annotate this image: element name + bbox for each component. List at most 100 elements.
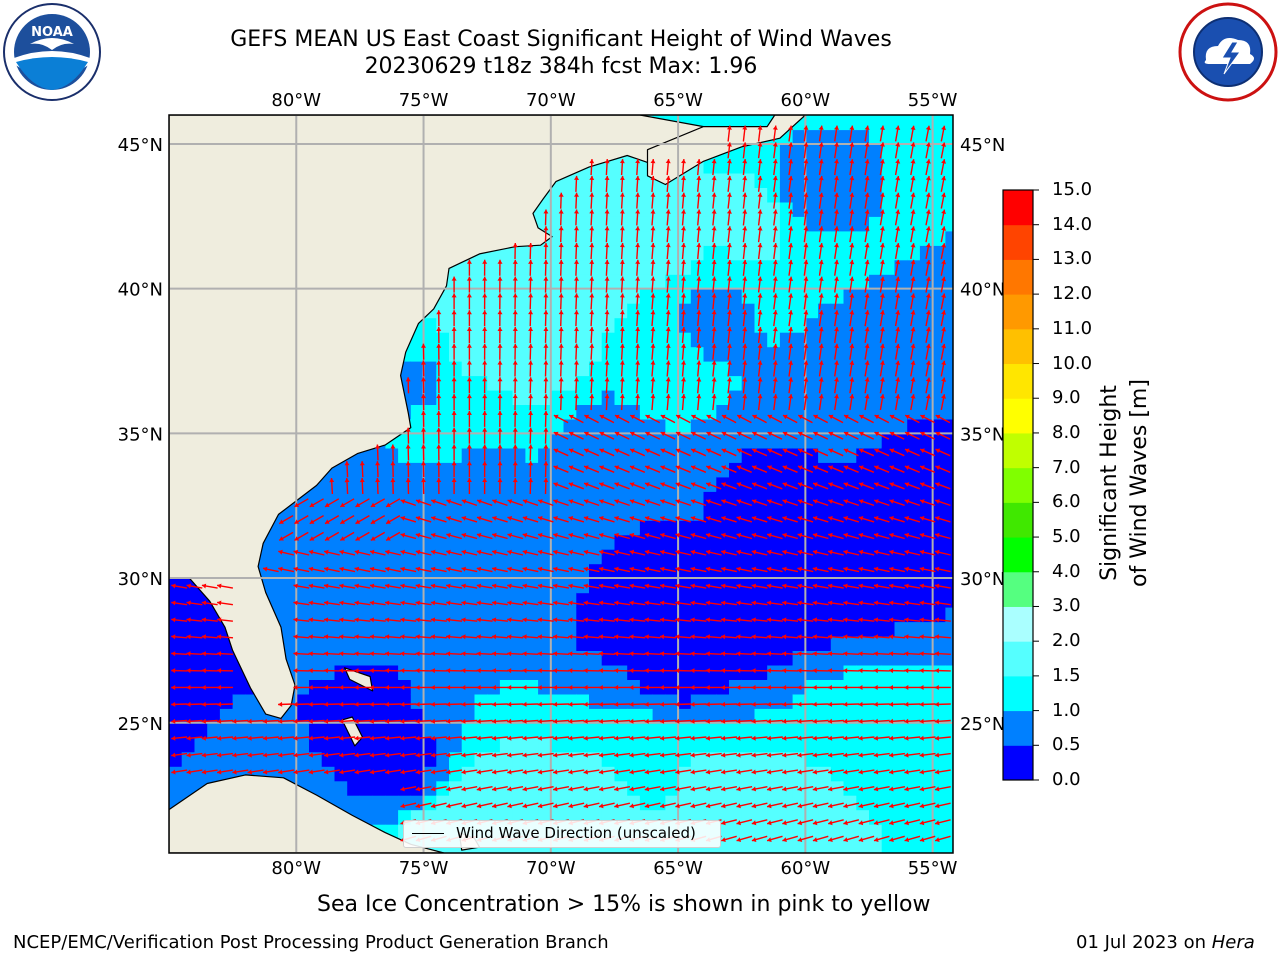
wave-height-cell — [869, 534, 883, 550]
wave-height-cell — [703, 737, 717, 753]
wave-height-cell — [474, 476, 488, 492]
wave-height-cell — [614, 158, 628, 174]
wave-height-cell — [805, 578, 819, 594]
wave-height-cell — [283, 505, 297, 521]
wave-height-cell — [563, 795, 577, 811]
wave-height-cell — [487, 693, 501, 709]
wave-height-cell — [729, 722, 743, 738]
wave-height-cell — [830, 520, 845, 536]
wave-height-cell — [487, 766, 501, 782]
wave-height-cell — [207, 722, 221, 738]
wave-height-cell — [945, 549, 953, 565]
wave-height-cell — [461, 332, 475, 348]
wave-height-cell — [627, 780, 641, 796]
wave-height-cell — [410, 621, 425, 637]
wave-height-cell — [869, 505, 883, 521]
wave-height-cell — [754, 664, 768, 680]
wave-height-cell — [741, 520, 755, 536]
wave-height-cell — [194, 664, 208, 680]
wave-height-cell — [652, 766, 666, 782]
wave-height-cell — [894, 447, 908, 463]
wave-height-cell — [767, 838, 781, 853]
wave-height-cell — [449, 737, 463, 753]
wave-height-cell — [907, 563, 921, 579]
lon-tick-label-top: 60°W — [781, 90, 831, 111]
wave-height-cell — [703, 664, 717, 680]
wave-height-cell — [359, 607, 374, 623]
wave-height-cell — [423, 476, 437, 492]
lat-tick-label-left: 45°N — [118, 135, 163, 156]
wave-height-cell — [919, 693, 934, 709]
wave-height-cell — [678, 592, 692, 608]
colorbar-tick-label: 9.0 — [1052, 387, 1081, 409]
wave-height-cell — [907, 607, 921, 623]
wave-height-cell — [627, 766, 641, 782]
wave-height-cell — [652, 708, 666, 724]
wave-height-cell — [589, 389, 603, 405]
wave-height-cell — [181, 708, 195, 724]
footer-machine: Hera — [1211, 932, 1255, 953]
wave-height-cell — [589, 418, 603, 434]
wave-height-cell — [690, 303, 705, 319]
wave-height-cell — [601, 737, 615, 753]
wave-height-cell — [563, 737, 577, 753]
nws-logo — [1178, 2, 1278, 102]
wave-height-cell — [665, 404, 679, 420]
wave-height-cell — [754, 563, 768, 579]
wave-height-cell — [512, 520, 526, 536]
wave-height-cell — [767, 722, 781, 738]
wave-height-cell — [321, 549, 335, 565]
wave-height-cell — [869, 389, 883, 405]
wave-height-cell — [818, 505, 832, 521]
wave-height-cell — [678, 418, 692, 434]
wave-height-cell — [550, 607, 565, 623]
wave-height-cell — [932, 592, 946, 608]
wave-height-cell — [627, 274, 641, 290]
wave-height-cell — [716, 375, 730, 391]
wave-height-cell — [589, 766, 603, 782]
wave-height-cell — [359, 795, 374, 811]
wave-height-cell — [843, 824, 857, 840]
wave-height-cell — [601, 505, 615, 521]
wave-height-cell — [690, 664, 705, 680]
wave-height-cell — [754, 418, 768, 434]
wave-height-cell — [945, 795, 953, 811]
wave-height-cell — [729, 621, 743, 637]
wave-height-cell — [474, 433, 488, 449]
wave-height-cell — [499, 462, 514, 478]
wave-height-cell — [398, 534, 412, 550]
wave-height-cell — [525, 708, 539, 724]
wave-height-cell — [792, 389, 806, 405]
wave-height-cell — [881, 664, 895, 680]
wave-height-cell — [652, 332, 666, 348]
wave-height-cell — [907, 838, 921, 853]
colorbar-tick-label: 1.5 — [1052, 664, 1081, 686]
wave-height-cell — [245, 708, 259, 724]
wave-height-cell — [499, 664, 514, 680]
wave-height-cell — [869, 216, 883, 232]
wave-height-cell — [398, 708, 412, 724]
wave-height-cell — [474, 766, 488, 782]
wave-height-cell — [805, 245, 819, 261]
wave-height-cell — [576, 635, 590, 651]
wind-wave-arrow — [659, 802, 676, 809]
lon-tick-label-top: 65°W — [653, 90, 703, 111]
wave-height-cell — [856, 635, 870, 651]
wave-height-cell — [423, 375, 437, 391]
wave-height-cell — [512, 245, 526, 261]
wave-height-cell — [754, 549, 768, 565]
wind-wave-arrow — [797, 802, 814, 809]
wave-height-cell — [830, 722, 845, 738]
wave-height-cell — [487, 332, 501, 348]
wave-height-cell — [678, 303, 692, 319]
wave-height-cell — [627, 708, 641, 724]
wave-height-cell — [372, 809, 386, 825]
wave-height-cell — [856, 563, 870, 579]
wave-height-cell — [945, 216, 953, 232]
wave-height-cell — [627, 549, 641, 565]
wave-height-cell — [525, 592, 539, 608]
wave-height-cell — [703, 447, 717, 463]
wave-height-cell — [499, 621, 514, 637]
wave-height-cell — [309, 766, 323, 782]
wave-height-cell — [487, 520, 501, 536]
